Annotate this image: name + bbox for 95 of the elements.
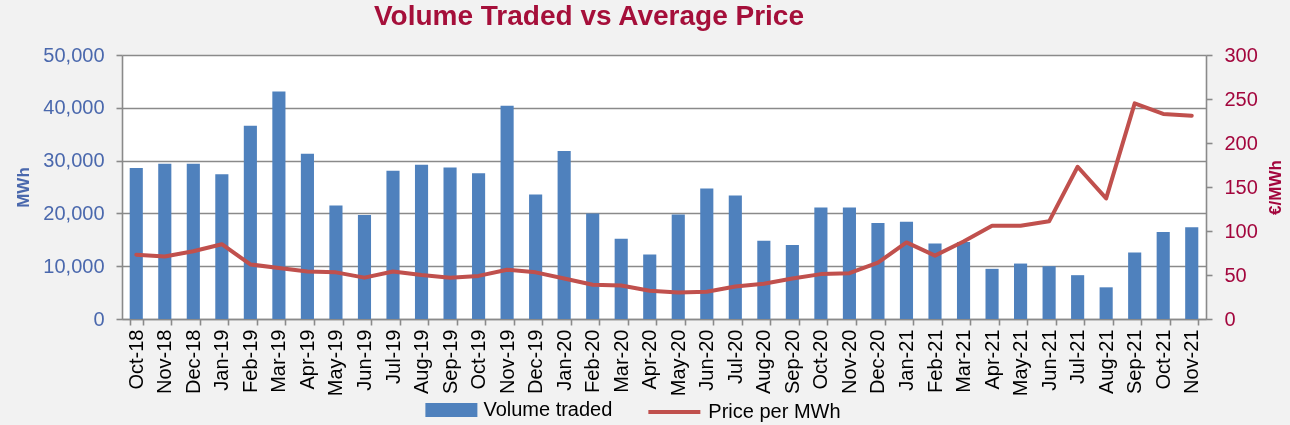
x-tick-label: Nov-20 — [837, 329, 860, 394]
x-tick-label: Jun-20 — [695, 329, 718, 391]
bar — [985, 268, 999, 319]
x-tick-label: Oct-18 — [124, 329, 147, 390]
x-tick-label: Mar-19 — [267, 329, 290, 393]
y2-tick-label: 50 — [1224, 263, 1247, 286]
x-tick-label: Aug-21 — [1094, 329, 1117, 394]
x-tick-label: Jun-19 — [352, 329, 375, 391]
y2-tick-label: 300 — [1224, 43, 1258, 66]
bar — [443, 167, 457, 319]
y-axis-title: MWh — [14, 167, 34, 208]
bar — [671, 214, 685, 319]
bar — [300, 153, 314, 319]
bar — [243, 125, 257, 319]
y-tick-label: 20,000 — [43, 201, 105, 224]
x-tick-label: Mar-20 — [609, 329, 632, 393]
y-tick-label: 50,000 — [43, 43, 105, 66]
x-tick-label: Feb-20 — [581, 329, 604, 393]
bar — [871, 222, 885, 319]
y-tick-label: 40,000 — [43, 96, 105, 119]
x-tick-label: Sep-21 — [1123, 329, 1146, 394]
y2-tick-label: 150 — [1224, 175, 1258, 198]
bar — [728, 195, 742, 319]
x-tick-label: May-20 — [666, 329, 689, 397]
bar — [1185, 227, 1199, 319]
x-tick-label: Apr-20 — [638, 329, 661, 390]
y-tick-label: 30,000 — [43, 149, 105, 172]
bar — [1014, 263, 1028, 319]
bar — [586, 213, 600, 319]
bar — [186, 163, 200, 319]
x-tick-label: Nov-21 — [1180, 329, 1203, 394]
bar — [842, 207, 856, 319]
bar — [386, 170, 400, 319]
y-tick-label: 0 — [93, 307, 105, 330]
bar — [357, 214, 372, 319]
x-tick-label: Jul-19 — [381, 329, 404, 384]
y2-axis-title: €/MWh — [1265, 160, 1285, 215]
y2-tick-label: 100 — [1224, 219, 1258, 242]
bar — [1042, 266, 1056, 319]
y2-tick-label: 250 — [1224, 87, 1258, 110]
bar — [614, 238, 628, 319]
bar — [1128, 252, 1142, 319]
bar — [928, 243, 942, 319]
bar — [757, 240, 771, 319]
bar — [215, 174, 229, 319]
bar — [158, 163, 172, 319]
x-tick-label: Aug-19 — [410, 329, 433, 394]
legend-label: Volume traded — [483, 398, 613, 420]
x-tick-label: Sep-20 — [780, 329, 803, 394]
x-tick-label: Oct-19 — [467, 329, 490, 390]
x-tick-label: Dec-19 — [524, 329, 547, 394]
x-tick-label: May-21 — [1009, 329, 1032, 397]
x-tick-label: Apr-19 — [295, 329, 318, 390]
x-tick-label: Aug-20 — [752, 329, 775, 394]
x-tick-label: Dec-18 — [181, 329, 204, 394]
y-tick-label: 10,000 — [43, 254, 105, 277]
y2-tick-label: 200 — [1224, 131, 1258, 154]
bar — [129, 167, 143, 319]
bar — [899, 221, 914, 319]
x-tick-label: Jun-21 — [1037, 329, 1060, 391]
x-tick-label: Oct-21 — [1151, 329, 1174, 390]
y2-tick-label: 0 — [1224, 307, 1236, 330]
bar — [500, 105, 514, 319]
bar — [557, 151, 571, 319]
x-tick-label: May-19 — [324, 329, 347, 397]
x-tick-label: Nov-18 — [153, 329, 176, 394]
chart-title: Volume Traded vs Average Price — [373, 0, 805, 31]
x-tick-label: Jan-21 — [894, 329, 917, 391]
x-tick-label: Jan-19 — [210, 329, 233, 391]
bar — [1156, 231, 1170, 319]
bar — [643, 254, 657, 319]
bar — [785, 245, 799, 319]
bar — [329, 205, 343, 319]
x-tick-label: Jul-20 — [723, 329, 746, 384]
x-tick-label: Feb-21 — [923, 329, 946, 393]
bar — [700, 188, 714, 319]
x-tick-label: Feb-19 — [238, 329, 261, 393]
x-tick-label: Sep-19 — [438, 329, 461, 394]
x-tick-label: Jul-21 — [1066, 329, 1089, 384]
line-series — [134, 101, 1194, 295]
x-tick-label: Jan-20 — [552, 329, 575, 391]
bar — [956, 241, 971, 319]
x-tick-label: Dec-20 — [866, 329, 889, 394]
x-tick-label: Nov-19 — [495, 329, 518, 394]
bar — [472, 173, 486, 319]
x-tick-label: Oct-20 — [809, 329, 832, 390]
bar — [1099, 287, 1113, 319]
bar — [272, 91, 286, 319]
bar — [529, 194, 543, 319]
bar — [414, 164, 429, 319]
bar — [1071, 275, 1085, 319]
x-tick-label: Apr-21 — [980, 329, 1003, 390]
legend-label: Price per MWh — [708, 400, 841, 422]
x-tick-label: Mar-21 — [952, 329, 975, 393]
bar — [814, 207, 828, 319]
